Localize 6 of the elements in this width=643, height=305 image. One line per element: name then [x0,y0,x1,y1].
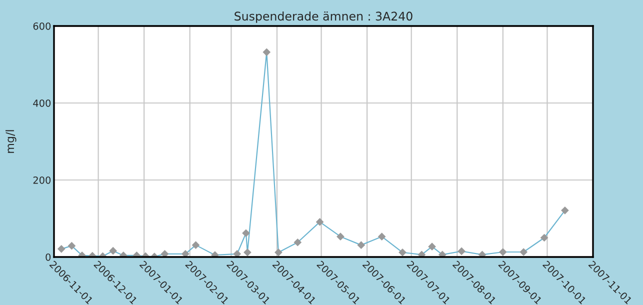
y-tick-label: 0 [46,253,51,261]
y-tick-label: 600 [33,22,51,30]
y-tick-label: 200 [33,176,51,184]
chart-title: Suspenderade ämnen : 3A240 [234,11,412,23]
y-tick-label: 400 [33,99,51,107]
y-axis-title: mg/l [6,130,16,153]
